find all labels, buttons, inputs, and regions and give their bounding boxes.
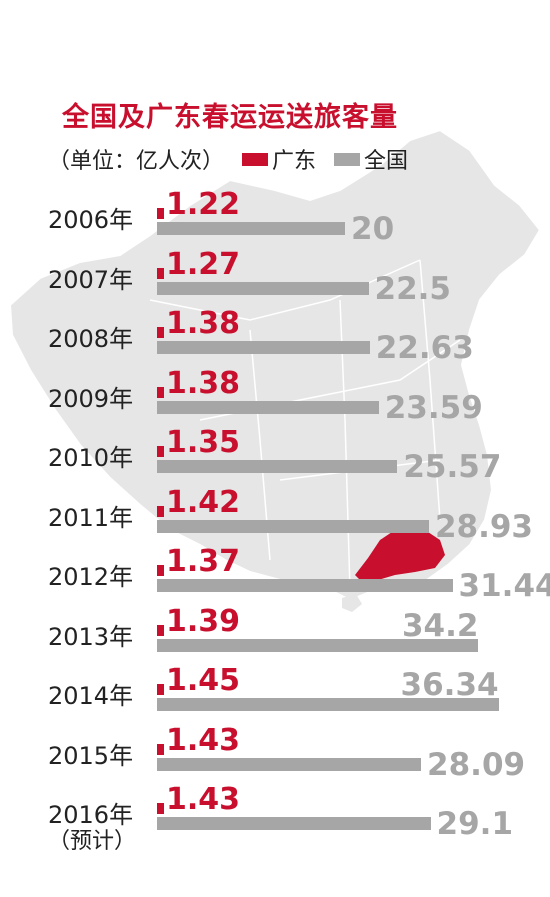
year-label: 2008年 — [48, 325, 134, 353]
national-bar — [157, 460, 398, 473]
national-value-label: 23.59 — [384, 389, 483, 426]
unit-and-legend-row: （单位：亿人次） 广东 全国 — [48, 143, 408, 175]
national-value-label: 34.2 — [401, 607, 479, 644]
guangdong-value-label: 1.35 — [166, 425, 241, 460]
guangdong-marker — [157, 684, 164, 695]
legend-label-guangdong: 广东 — [272, 149, 317, 174]
guangdong-marker — [157, 565, 164, 576]
national-value-label: 36.34 — [400, 667, 499, 703]
national-bar — [157, 817, 431, 830]
year-label: 2014年 — [48, 682, 134, 710]
guangdong-value-label: 1.45 — [166, 663, 241, 698]
national-bar — [157, 222, 345, 235]
chart-title: 全国及广东春运运送旅客量 — [62, 102, 398, 133]
guangdong-value-label: 1.37 — [166, 544, 241, 579]
national-bar — [157, 519, 429, 533]
guangdong-value-label: 1.43 — [166, 782, 241, 817]
guangdong-province-shape — [355, 527, 445, 582]
guangdong-marker — [157, 803, 164, 814]
guangdong-marker — [157, 267, 164, 279]
national-bar — [157, 400, 379, 414]
legend-label-national: 全国 — [364, 149, 409, 174]
national-value-label: 28.93 — [434, 508, 533, 545]
guangdong-value-label: 1.43 — [166, 722, 241, 758]
guangdong-value-label: 1.39 — [166, 603, 241, 639]
guangdong-value-label: 1.22 — [166, 187, 241, 222]
guangdong-marker — [157, 327, 164, 338]
guangdong-marker — [157, 386, 164, 398]
year-label: 2010年 — [48, 444, 134, 472]
national-value-label: 22.63 — [375, 330, 474, 366]
national-value-label: 25.57 — [403, 449, 502, 485]
china-map-shape — [8, 128, 542, 602]
national-bar — [157, 579, 453, 592]
national-bar — [157, 281, 369, 295]
guangdong-marker — [157, 743, 164, 755]
year-label: 2007年 — [48, 265, 134, 294]
national-value-label: 28.09 — [427, 746, 526, 783]
year-label: 2013年 — [48, 622, 134, 651]
guangdong-marker — [157, 446, 164, 457]
year-note: （预计） — [48, 829, 137, 854]
year-label: 2012年 — [48, 563, 134, 591]
unit-label: （单位：亿人次） — [48, 149, 225, 174]
national-value-label: 20 — [351, 211, 395, 247]
national-value-label: 31.44 — [458, 568, 550, 604]
guangdong-value-label: 1.38 — [166, 365, 241, 401]
legend-item-national: 全国 — [334, 143, 408, 175]
year-label: 2016年 — [48, 801, 134, 829]
year-label: 2009年 — [48, 384, 134, 413]
national-bar — [157, 638, 479, 652]
national-bar — [157, 698, 499, 711]
year-label: 2011年 — [48, 503, 134, 532]
guangdong-marker — [157, 624, 164, 636]
national-value-label: 29.1 — [436, 806, 514, 842]
guangdong-value-label: 1.38 — [166, 306, 241, 341]
national-bar — [157, 757, 422, 771]
guangdong-value-label: 1.42 — [166, 484, 241, 520]
national-value-label: 22.5 — [374, 270, 452, 307]
guangdong-value-label: 1.27 — [166, 246, 241, 282]
national-bar — [157, 341, 370, 354]
legend-swatch-guangdong — [242, 152, 269, 166]
legend-swatch-national — [334, 152, 361, 166]
guangdong-marker — [157, 208, 164, 219]
guangdong-marker — [157, 505, 164, 517]
legend-item-guangdong: 广东 — [242, 143, 316, 175]
year-label: 2006年 — [48, 206, 134, 234]
year-label: 2015年 — [48, 741, 134, 770]
hainan-island-shape — [342, 594, 362, 612]
